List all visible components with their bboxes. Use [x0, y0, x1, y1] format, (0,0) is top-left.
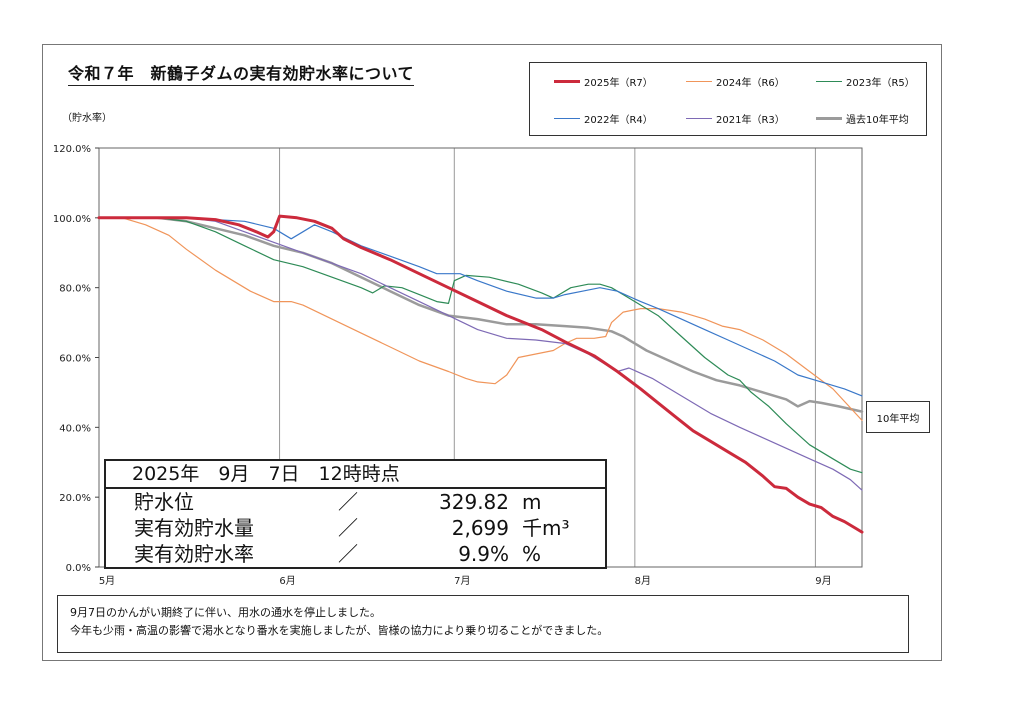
info-label: 貯水位: [134, 490, 194, 514]
ten-year-average-tag: 10年平均: [866, 401, 930, 433]
y-tick-label: 0.0%: [66, 563, 91, 574]
info-label: 実有効貯水量: [134, 516, 254, 540]
page-title: 令和７年 新鶴子ダムの実有効貯水率について: [68, 60, 415, 86]
legend-label-avg: 過去10年平均: [846, 114, 909, 126]
info-value: 2,699: [451, 516, 509, 540]
info-value: 9.9%: [458, 542, 509, 566]
x-tick-label: 9月: [815, 575, 831, 587]
y-tick-label: 80.0%: [59, 284, 91, 295]
legend-label-2021: 2021年（R3）: [716, 114, 785, 126]
notice-line: 今年も少雨・高温の影響で渇水となり番水を実施しましたが、皆様の協力により乗り切る…: [70, 624, 609, 637]
info-row-water-level: 貯水位 ／ 329.82 m: [106, 489, 605, 515]
info-row-storage-rate: 実有効貯水率 ／ 9.9% %: [106, 541, 605, 567]
series-line-4: [98, 217, 863, 491]
series-line-5: [97, 216, 864, 413]
x-tick-label: 5月: [99, 575, 115, 587]
y-tick-label: 60.0%: [59, 354, 91, 365]
legend-swatch-avg: [816, 116, 842, 120]
chart-legend: 2025年（R7） 2024年（R6） 2023年（R5） 2022年（R4） …: [529, 62, 927, 136]
series-layer: [97, 214, 864, 534]
info-unit: m: [522, 490, 542, 514]
legend-swatch-2022: [554, 117, 580, 119]
info-row-storage-volume: 実有効貯水量 ／ 2,699 千m³: [106, 515, 605, 541]
legend-item-2023: 2023年（R5）: [816, 74, 946, 89]
info-separator: ／: [338, 490, 358, 514]
notice-line: 9月7日のかんがい期終了に伴い、用水の通水を停止しました。: [70, 606, 381, 619]
x-tick-label: 8月: [635, 575, 651, 587]
legend-label-2024: 2024年（R6）: [716, 77, 785, 89]
legend-swatch-2024: [686, 80, 712, 82]
y-tick-label: 100.0%: [53, 214, 91, 225]
legend-label-2025: 2025年（R7）: [584, 77, 653, 89]
y-tick-label: 20.0%: [59, 493, 91, 504]
info-separator: ／: [338, 542, 358, 566]
info-unit: %: [522, 542, 542, 566]
notice-box: 9月7日のかんがい期終了に伴い、用水の通水を停止しました。 今年も少雨・高温の影…: [57, 595, 909, 653]
legend-item-2024: 2024年（R6）: [686, 74, 816, 89]
legend-item-2025: 2025年（R7）: [554, 74, 684, 89]
series-line-2: [98, 217, 863, 474]
series-line-0: [97, 214, 864, 534]
status-timestamp: 2025年 9月 7日 12時時点: [106, 461, 605, 489]
series-line-3: [98, 217, 863, 397]
status-info-box: 2025年 9月 7日 12時時点 貯水位 ／ 329.82 m 実有効貯水量 …: [104, 459, 607, 569]
legend-label-2023: 2023年（R5）: [846, 77, 915, 89]
info-label: 実有効貯水率: [134, 542, 254, 566]
legend-label-2022: 2022年（R4）: [584, 114, 653, 126]
x-tick-label: 7月: [454, 575, 470, 587]
info-separator: ／: [338, 516, 358, 540]
legend-item-2021: 2021年（R3）: [686, 111, 816, 126]
legend-swatch-2023: [816, 80, 842, 82]
x-tick-label: 6月: [279, 575, 295, 587]
y-tick-label: 120.0%: [53, 144, 91, 155]
info-value: 329.82: [439, 490, 509, 514]
y-tick-label: 40.0%: [59, 423, 91, 434]
legend-item-avg: 過去10年平均: [816, 111, 946, 126]
y-axis-label: （貯水率）: [62, 113, 112, 124]
info-unit: 千m³: [522, 516, 570, 540]
legend-swatch-2021: [686, 117, 712, 119]
series-line-1: [98, 217, 863, 421]
legend-item-2022: 2022年（R4）: [554, 111, 684, 126]
legend-swatch-2025: [554, 79, 580, 83]
